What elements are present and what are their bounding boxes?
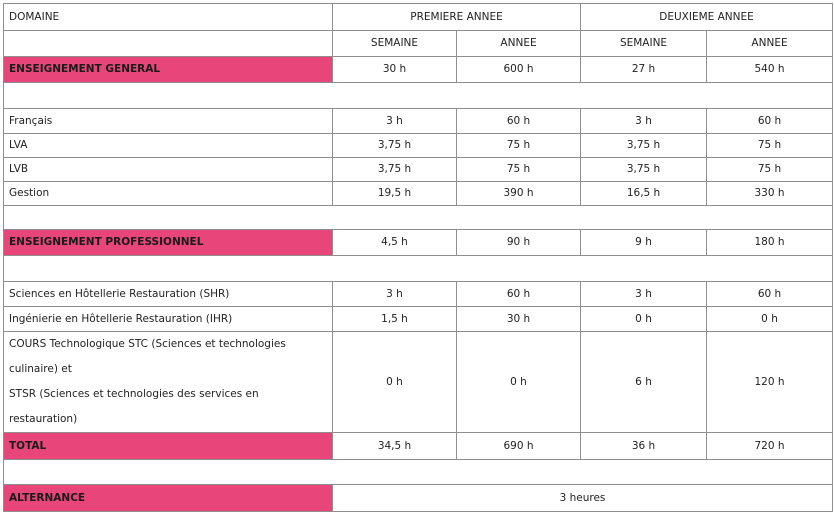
section-row-general: ENSEIGNEMENT GENERAL 30 h 600 h 27 h 540… (3, 56, 834, 83)
alternance-row: ALTERNANCE 3 heures (3, 484, 834, 512)
subheader-annee-2: ANNEE (706, 30, 834, 57)
value-cell: 0 h (332, 331, 457, 433)
value-cell: 75 h (706, 133, 834, 158)
spacer-row (2, 459, 834, 485)
table-row: LVB 3,75 h 75 h 3,75 h 75 h (3, 157, 834, 182)
subheader-row: SEMAINE ANNEE SEMAINE ANNEE (3, 30, 834, 57)
subject-label: Gestion (3, 181, 333, 206)
value-cell: 3,75 h (580, 133, 708, 158)
section-label-general: ENSEIGNEMENT GENERAL (3, 56, 333, 83)
spacer-row (2, 255, 834, 282)
subheader-annee-1: ANNEE (455, 30, 582, 57)
table-row: Ingénierie en Hôtellerie Restauration (I… (3, 306, 834, 332)
value-cell: 3,75 h (580, 157, 708, 182)
spacer-cell (2, 82, 834, 109)
value-cell: 180 h (706, 229, 834, 256)
value-cell: 540 h (706, 56, 834, 83)
total-label: TOTAL (3, 432, 333, 460)
value-cell: 27 h (580, 56, 708, 83)
value-cell: 60 h (706, 281, 834, 307)
value-cell: 390 h (455, 181, 582, 206)
subheader-empty (3, 30, 333, 57)
alternance-label: ALTERNANCE (3, 484, 333, 512)
spacer-cell (2, 255, 834, 282)
value-cell: 19,5 h (332, 181, 457, 206)
value-cell: 3,75 h (332, 157, 457, 182)
alternance-value: 3 heures (331, 484, 834, 512)
value-cell: 330 h (706, 181, 834, 206)
subheader-semaine-2: SEMAINE (580, 30, 708, 57)
table-row: Gestion 19,5 h 390 h 16,5 h 330 h (3, 181, 834, 206)
value-cell: 6 h (580, 331, 708, 433)
subject-label: COURS Technologique STC (Sciences et tec… (3, 331, 333, 433)
value-cell: 34,5 h (332, 432, 457, 460)
value-cell: 3 h (332, 108, 457, 134)
value-cell: 720 h (706, 432, 834, 460)
subject-label-line2: STSR (Sciences et technologies des servi… (9, 388, 259, 425)
subject-label: LVB (3, 157, 333, 182)
value-cell: 3 h (332, 281, 457, 307)
spacer-row (2, 205, 834, 230)
value-cell: 36 h (580, 432, 708, 460)
table-row: Français 3 h 60 h 3 h 60 h (3, 108, 834, 134)
table-row: LVA 3,75 h 75 h 3,75 h 75 h (3, 133, 834, 158)
value-cell: 60 h (706, 108, 834, 134)
value-cell: 30 h (332, 56, 457, 83)
subject-label: Français (3, 108, 333, 134)
subject-label: Ingénierie en Hôtellerie Restauration (I… (3, 306, 333, 332)
header-deuxieme-annee: DEUXIEME ANNEE (580, 3, 834, 31)
value-cell: 30 h (455, 306, 582, 332)
section-row-professionnel: ENSEIGNEMENT PROFESSIONNEL 4,5 h 90 h 9 … (3, 229, 834, 256)
hours-table: DOMAINE PREMIERE ANNEE DEUXIEME ANNEE SE… (2, 3, 834, 512)
value-cell: 120 h (706, 331, 834, 433)
header-premiere-annee: PREMIERE ANNEE (331, 3, 582, 31)
value-cell: 3,75 h (332, 133, 457, 158)
value-cell: 16,5 h (580, 181, 708, 206)
value-cell: 1,5 h (332, 306, 457, 332)
value-cell: 60 h (455, 108, 582, 134)
value-cell: 75 h (455, 157, 582, 182)
spacer-cell (2, 205, 834, 230)
value-cell: 600 h (455, 56, 582, 83)
header-domaine: DOMAINE (3, 3, 333, 31)
subject-label: LVA (3, 133, 333, 158)
section-label-professionnel: ENSEIGNEMENT PROFESSIONNEL (3, 229, 333, 256)
subject-label: Sciences en Hôtellerie Restauration (SHR… (3, 281, 333, 307)
value-cell: 0 h (580, 306, 708, 332)
value-cell: 4,5 h (332, 229, 457, 256)
spacer-cell (2, 459, 834, 485)
value-cell: 90 h (455, 229, 582, 256)
spacer-row (2, 82, 834, 109)
value-cell: 75 h (706, 157, 834, 182)
value-cell: 3 h (580, 108, 708, 134)
value-cell: 690 h (455, 432, 582, 460)
value-cell: 60 h (455, 281, 582, 307)
subject-label-line1: COURS Technologique STC (Sciences et tec… (9, 338, 286, 375)
value-cell: 0 h (706, 306, 834, 332)
total-row: TOTAL 34,5 h 690 h 36 h 720 h (3, 432, 834, 460)
subheader-semaine-1: SEMAINE (332, 30, 457, 57)
header-row: DOMAINE PREMIERE ANNEE DEUXIEME ANNEE (3, 3, 834, 31)
value-cell: 0 h (455, 331, 582, 433)
value-cell: 3 h (580, 281, 708, 307)
table-row: COURS Technologique STC (Sciences et tec… (3, 331, 834, 433)
value-cell: 9 h (580, 229, 708, 256)
value-cell: 75 h (455, 133, 582, 158)
table-row: Sciences en Hôtellerie Restauration (SHR… (3, 281, 834, 307)
